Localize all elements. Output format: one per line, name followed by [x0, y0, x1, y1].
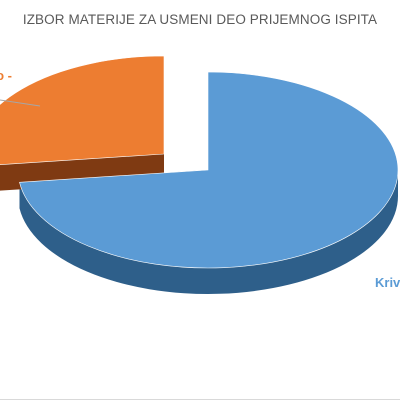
- chart-title: IZBOR MATERIJE ZA USMENI DEO PRIJEMNOG I…: [22, 12, 378, 27]
- pie-slice-side: [19, 170, 399, 295]
- pie-slice-label: Kriv: [375, 275, 400, 290]
- pie-slice: [19, 71, 399, 269]
- pie-slice: [0, 55, 165, 165]
- pie-slice-label: o -: [0, 68, 12, 83]
- label-leader-line: [0, 99, 41, 107]
